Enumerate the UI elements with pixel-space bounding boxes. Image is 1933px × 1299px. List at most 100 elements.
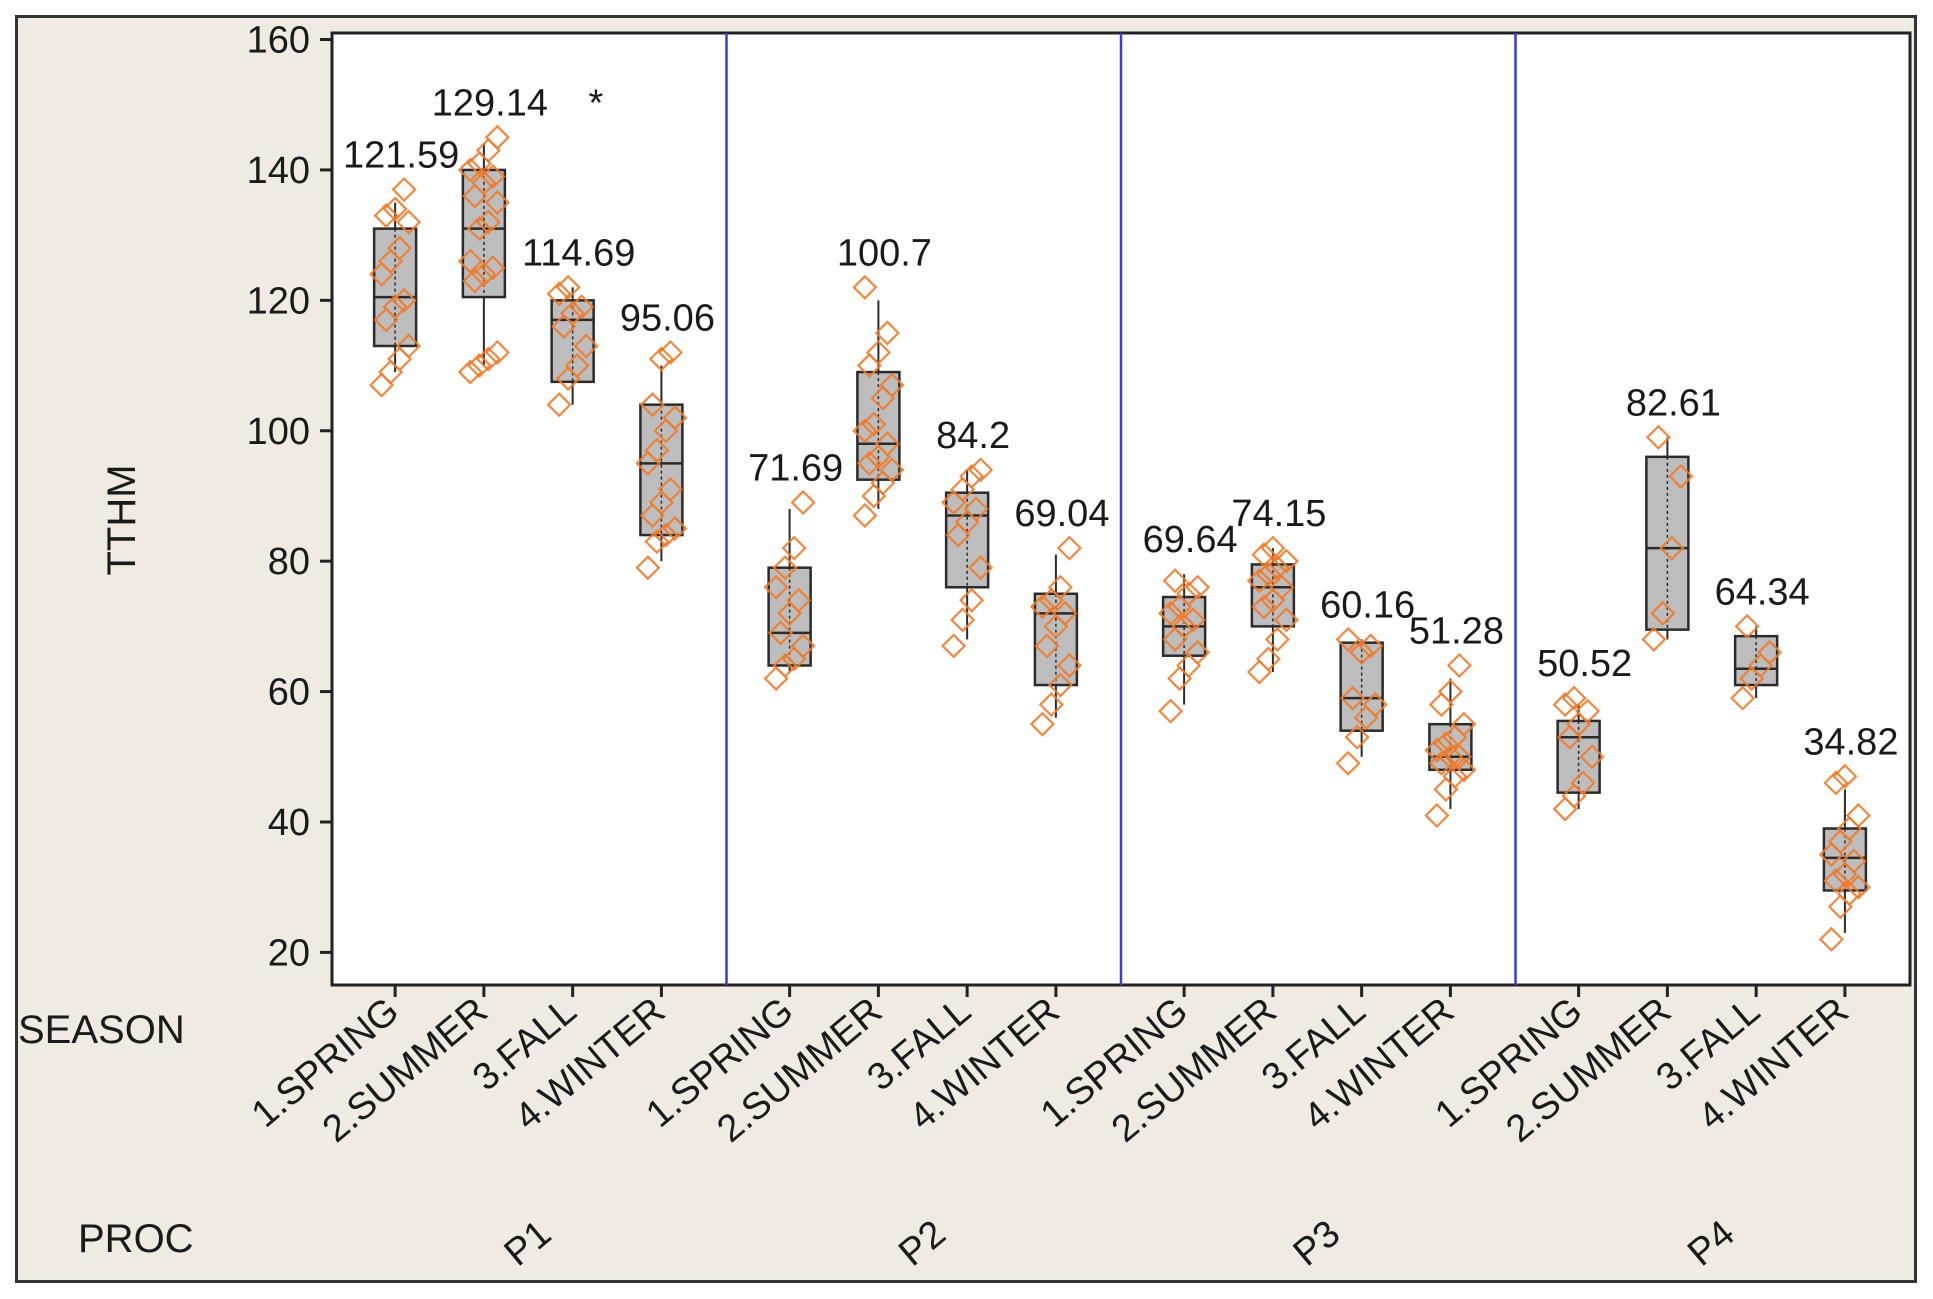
data-point-marker bbox=[1659, 535, 1685, 561]
mean-label: 69.64 bbox=[1143, 519, 1238, 561]
data-point-marker bbox=[950, 607, 976, 633]
data-point-marker bbox=[772, 652, 798, 679]
data-point-marker bbox=[1340, 685, 1366, 711]
data-point-marker bbox=[471, 261, 497, 287]
data-point-marker bbox=[1264, 626, 1290, 652]
data-point-marker bbox=[1273, 548, 1299, 574]
data-point-marker bbox=[1185, 574, 1211, 600]
data-point-marker bbox=[1446, 652, 1472, 679]
data-point-marker bbox=[1344, 724, 1370, 750]
data-point-marker bbox=[1645, 424, 1671, 450]
data-point-marker bbox=[1251, 542, 1277, 568]
mean-label: 71.69 bbox=[748, 447, 843, 489]
data-point-marker bbox=[1845, 802, 1871, 829]
data-point-marker bbox=[396, 333, 422, 359]
mean-label: 34.82 bbox=[1803, 721, 1898, 763]
mean-label: 129.14 bbox=[432, 82, 548, 124]
data-point-marker bbox=[852, 502, 878, 529]
data-point-marker bbox=[1255, 646, 1281, 672]
data-point-marker bbox=[1734, 613, 1760, 639]
mean-label: 51.28 bbox=[1409, 610, 1504, 652]
data-point-marker bbox=[462, 268, 488, 294]
data-point-marker bbox=[1029, 594, 1055, 620]
data-point-marker bbox=[657, 339, 683, 366]
data-point-marker bbox=[471, 170, 497, 196]
data-point-marker bbox=[1260, 535, 1286, 561]
data-point-marker bbox=[391, 287, 417, 313]
data-point-marker bbox=[1818, 926, 1844, 952]
proc-row-label: PROC bbox=[78, 1217, 194, 1261]
data-point-marker bbox=[480, 255, 506, 281]
data-point-marker bbox=[959, 587, 985, 613]
data-point-marker bbox=[480, 163, 506, 190]
data-point-marker bbox=[1451, 711, 1477, 737]
data-point-marker bbox=[968, 457, 994, 483]
data-point-marker bbox=[573, 333, 599, 359]
data-point-marker bbox=[373, 203, 399, 229]
y-tick-label: 20 bbox=[268, 932, 310, 974]
data-point-marker bbox=[662, 405, 688, 431]
mean-label: 69.04 bbox=[1014, 493, 1109, 535]
data-point-marker bbox=[1185, 639, 1211, 666]
data-point-marker bbox=[484, 189, 510, 216]
data-point-marker bbox=[1171, 613, 1197, 639]
y-tick-label: 60 bbox=[268, 672, 310, 714]
data-point-marker bbox=[662, 516, 688, 542]
data-point-marker bbox=[475, 209, 501, 235]
data-point-marker bbox=[555, 274, 581, 300]
data-point-marker bbox=[1442, 763, 1468, 789]
y-axis: 20 40 60 80 100 120 140 160 bbox=[247, 20, 332, 974]
data-point-marker bbox=[959, 463, 985, 489]
data-points bbox=[369, 124, 1871, 952]
data-point-marker bbox=[865, 339, 891, 366]
data-point-marker bbox=[387, 235, 413, 261]
data-point-marker bbox=[1358, 633, 1384, 659]
data-point-marker bbox=[560, 300, 586, 326]
data-point-marker bbox=[1446, 744, 1472, 770]
data-point-marker bbox=[1158, 698, 1184, 724]
data-point-marker bbox=[1269, 574, 1295, 600]
data-point-marker bbox=[1668, 463, 1694, 489]
data-point-marker bbox=[466, 352, 492, 379]
data-point-marker bbox=[484, 339, 510, 366]
data-point-marker bbox=[941, 633, 967, 659]
proc-label: P1 bbox=[497, 1212, 560, 1274]
data-point-marker bbox=[1757, 639, 1783, 666]
data-point-marker bbox=[1273, 607, 1299, 633]
mean-label: 82.61 bbox=[1626, 382, 1721, 424]
data-point-marker bbox=[653, 522, 679, 548]
data-point-marker bbox=[1437, 679, 1463, 705]
data-point-marker bbox=[852, 274, 878, 300]
data-point-marker bbox=[457, 157, 483, 183]
panel-dividers bbox=[725, 33, 1517, 985]
data-point-marker bbox=[1034, 633, 1060, 659]
data-point-marker bbox=[1650, 600, 1676, 626]
data-point-marker bbox=[657, 476, 683, 502]
mean-label: 74.15 bbox=[1231, 493, 1326, 535]
y-axis-title: TTHM bbox=[100, 464, 144, 575]
data-point-marker bbox=[1246, 568, 1272, 594]
data-point-marker bbox=[1832, 763, 1858, 789]
data-point-marker bbox=[396, 209, 422, 235]
data-point-marker bbox=[546, 281, 572, 307]
data-point-marker bbox=[644, 529, 670, 555]
mean-label: 84.2 bbox=[936, 415, 1010, 457]
data-point-marker bbox=[1362, 692, 1388, 718]
data-point-marker bbox=[763, 574, 789, 600]
data-point-marker bbox=[564, 352, 590, 379]
data-point-marker bbox=[861, 411, 887, 437]
proc-label: P4 bbox=[1680, 1212, 1743, 1274]
data-point-marker bbox=[639, 392, 665, 418]
data-point-marker bbox=[1570, 770, 1596, 796]
mean-label: 95.06 bbox=[620, 298, 715, 340]
data-point-marker bbox=[1841, 848, 1867, 874]
data-point-marker bbox=[1575, 698, 1601, 724]
data-point-marker bbox=[569, 294, 595, 320]
data-point-marker bbox=[466, 216, 492, 242]
data-point-marker bbox=[1047, 672, 1073, 698]
data-point-marker bbox=[874, 431, 900, 457]
y-tick-label: 160 bbox=[247, 20, 310, 62]
season-row-label: SEASON bbox=[18, 1008, 185, 1052]
